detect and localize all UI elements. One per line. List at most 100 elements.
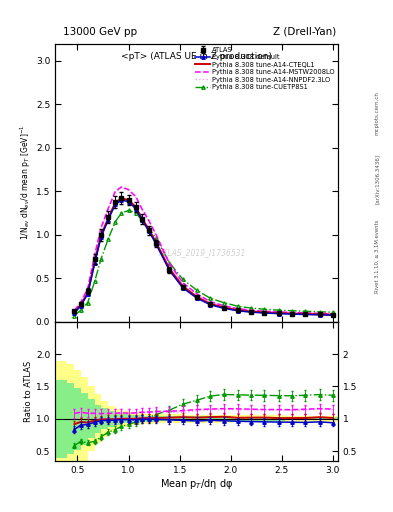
- Legend: ATLAS, Pythia 8.308 default, Pythia 8.308 tune-A14-CTEQL1, Pythia 8.308 tune-A14: ATLAS, Pythia 8.308 default, Pythia 8.30…: [194, 46, 336, 92]
- Pythia 8.308 default: [85, 291, 90, 297]
- Bar: [129, 412, 142, 425]
- Pythia 8.308 tune-A14-MSTW2008LO: [147, 218, 151, 224]
- Bar: [74, 370, 81, 467]
- Pythia 8.308 tune-A14-MSTW2008LO: [126, 186, 131, 193]
- Pythia 8.308 default: [276, 311, 281, 317]
- Pythia 8.308 default: [106, 217, 110, 223]
- Pythia 8.308 tune-CUETP8S1: [154, 235, 158, 241]
- Pythia 8.308 tune-A14-NNPDF2.3LO: [180, 281, 185, 287]
- Pythia 8.308 tune-A14-MSTW2008LO: [290, 309, 294, 315]
- Pythia 8.308 tune-A14-NNPDF2.3LO: [262, 308, 267, 314]
- Pythia 8.308 default: [72, 310, 77, 316]
- Pythia 8.308 tune-A14-NNPDF2.3LO: [331, 311, 335, 317]
- Bar: [142, 416, 156, 422]
- Pythia 8.308 tune-CUETP8S1: [133, 210, 138, 216]
- Bar: [142, 414, 156, 424]
- Bar: [183, 415, 231, 422]
- Pythia 8.308 tune-A14-CTEQL1: [85, 290, 90, 296]
- Pythia 8.308 tune-A14-NNPDF2.3LO: [235, 306, 240, 312]
- Pythia 8.308 tune-CUETP8S1: [92, 278, 97, 284]
- Bar: [101, 400, 108, 437]
- Pythia 8.308 tune-A14-MSTW2008LO: [331, 311, 335, 317]
- Pythia 8.308 tune-A14-MSTW2008LO: [180, 280, 185, 286]
- Pythia 8.308 tune-CUETP8S1: [290, 308, 294, 314]
- Pythia 8.308 tune-A14-CTEQL1: [119, 195, 124, 201]
- Bar: [81, 393, 88, 444]
- Bar: [156, 414, 183, 423]
- Pythia 8.308 tune-A14-MSTW2008LO: [106, 206, 110, 212]
- Bar: [67, 383, 74, 454]
- Pythia 8.308 tune-CUETP8S1: [167, 260, 172, 266]
- Pythia 8.308 tune-A14-MSTW2008LO: [167, 261, 172, 267]
- Pythia 8.308 tune-A14-CTEQL1: [72, 309, 77, 315]
- Bar: [101, 409, 108, 429]
- Bar: [81, 377, 88, 461]
- Pythia 8.308 tune-A14-CTEQL1: [167, 266, 172, 272]
- Pythia 8.308 tune-A14-MSTW2008LO: [317, 310, 322, 316]
- Pythia 8.308 tune-CUETP8S1: [331, 309, 335, 315]
- Bar: [231, 415, 285, 422]
- Pythia 8.308 tune-A14-NNPDF2.3LO: [317, 310, 322, 316]
- Pythia 8.308 tune-CUETP8S1: [147, 226, 151, 232]
- Line: Pythia 8.308 tune-CUETP8S1: Pythia 8.308 tune-CUETP8S1: [73, 209, 334, 317]
- Y-axis label: Ratio to ATLAS: Ratio to ATLAS: [24, 360, 33, 422]
- Bar: [55, 360, 67, 477]
- Pythia 8.308 tune-A14-NNPDF2.3LO: [167, 261, 172, 267]
- Bar: [121, 411, 129, 426]
- Pythia 8.308 tune-A14-NNPDF2.3LO: [113, 189, 118, 195]
- Line: Pythia 8.308 tune-A14-NNPDF2.3LO: Pythia 8.308 tune-A14-NNPDF2.3LO: [74, 188, 333, 314]
- Pythia 8.308 tune-A14-MSTW2008LO: [262, 308, 267, 314]
- Pythia 8.308 tune-CUETP8S1: [85, 300, 90, 306]
- Pythia 8.308 default: [154, 241, 158, 247]
- Pythia 8.308 default: [147, 228, 151, 234]
- Bar: [74, 388, 81, 450]
- Pythia 8.308 tune-CUETP8S1: [317, 309, 322, 315]
- Pythia 8.308 tune-A14-NNPDF2.3LO: [249, 307, 253, 313]
- Pythia 8.308 tune-A14-NNPDF2.3LO: [140, 206, 144, 212]
- Pythia 8.308 tune-A14-NNPDF2.3LO: [85, 286, 90, 292]
- Pythia 8.308 tune-A14-CTEQL1: [180, 283, 185, 289]
- Pythia 8.308 tune-A14-CTEQL1: [113, 200, 118, 206]
- Pythia 8.308 tune-A14-CTEQL1: [106, 215, 110, 221]
- Pythia 8.308 tune-A14-CTEQL1: [126, 197, 131, 203]
- Pythia 8.308 tune-A14-NNPDF2.3LO: [106, 206, 110, 212]
- Bar: [88, 399, 95, 438]
- Pythia 8.308 tune-CUETP8S1: [221, 300, 226, 306]
- Bar: [183, 416, 231, 421]
- Pythia 8.308 tune-A14-NNPDF2.3LO: [119, 185, 124, 191]
- Pythia 8.308 default: [262, 310, 267, 316]
- Pythia 8.308 tune-CUETP8S1: [106, 236, 110, 242]
- Bar: [108, 411, 115, 426]
- Pythia 8.308 tune-A14-NNPDF2.3LO: [78, 300, 83, 306]
- Pythia 8.308 default: [119, 197, 124, 203]
- Line: Pythia 8.308 tune-A14-MSTW2008LO: Pythia 8.308 tune-A14-MSTW2008LO: [74, 187, 333, 314]
- Pythia 8.308 tune-A14-CTEQL1: [154, 240, 158, 246]
- Pythia 8.308 tune-CUETP8S1: [126, 207, 131, 214]
- Pythia 8.308 tune-A14-CTEQL1: [147, 226, 151, 232]
- Pythia 8.308 tune-CUETP8S1: [180, 276, 185, 282]
- Pythia 8.308 tune-A14-NNPDF2.3LO: [72, 307, 77, 313]
- Pythia 8.308 default: [317, 312, 322, 318]
- Pythia 8.308 tune-A14-NNPDF2.3LO: [99, 226, 103, 232]
- Pythia 8.308 tune-CUETP8S1: [195, 287, 199, 293]
- Pythia 8.308 default: [221, 305, 226, 311]
- Pythia 8.308 tune-CUETP8S1: [249, 305, 253, 311]
- Pythia 8.308 tune-A14-NNPDF2.3LO: [276, 309, 281, 315]
- Pythia 8.308 default: [290, 311, 294, 317]
- Pythia 8.308 tune-CUETP8S1: [262, 306, 267, 312]
- Pythia 8.308 tune-CUETP8S1: [208, 295, 213, 301]
- Pythia 8.308 tune-A14-MSTW2008LO: [140, 206, 144, 212]
- Pythia 8.308 tune-A14-NNPDF2.3LO: [195, 291, 199, 297]
- Pythia 8.308 default: [113, 201, 118, 207]
- Pythia 8.308 default: [78, 303, 83, 309]
- Bar: [88, 387, 95, 451]
- Pythia 8.308 tune-A14-MSTW2008LO: [195, 291, 199, 297]
- Pythia 8.308 tune-A14-NNPDF2.3LO: [221, 303, 226, 309]
- Y-axis label: 1/N$_{ev}$ dN$_{ev}$/d mean p$_T$ [GeV]$^{-1}$: 1/N$_{ev}$ dN$_{ev}$/d mean p$_T$ [GeV]$…: [18, 125, 33, 241]
- Pythia 8.308 tune-A14-NNPDF2.3LO: [208, 299, 213, 305]
- Bar: [115, 409, 121, 429]
- Pythia 8.308 tune-A14-NNPDF2.3LO: [290, 310, 294, 316]
- Pythia 8.308 tune-A14-MSTW2008LO: [276, 309, 281, 315]
- Bar: [285, 417, 338, 420]
- Pythia 8.308 tune-A14-CTEQL1: [133, 204, 138, 210]
